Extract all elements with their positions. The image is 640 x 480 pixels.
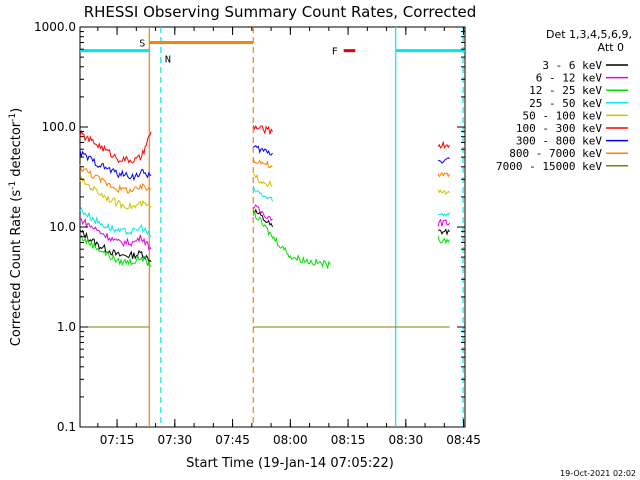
flag-label: F [332, 47, 338, 58]
series-line [252, 124, 273, 135]
series-line [79, 164, 152, 194]
legend-entry-label: 25 - 50 keV [529, 97, 602, 110]
legend-entry-label: 7000 - 15000 keV [496, 160, 602, 173]
x-tick-label: 08:30 [389, 433, 424, 447]
x-tick-label: 08:45 [446, 433, 481, 447]
x-tick-label: 07:15 [100, 433, 135, 447]
legend-entry-label: 50 - 100 keV [523, 109, 603, 122]
series-line [79, 229, 152, 264]
x-tick-label: 07:45 [215, 433, 250, 447]
series-lines [79, 124, 451, 328]
series-line [252, 158, 273, 169]
footer-date: 19-Oct-2021 02:02 [560, 469, 636, 478]
legend-entry-label: 3 - 6 keV [542, 59, 602, 72]
legend-entry-label: 800 - 7000 keV [509, 147, 602, 160]
series-line [437, 236, 451, 245]
y-tick-label: 0.1 [57, 420, 76, 434]
series-line [437, 218, 451, 227]
x-tick-label: 08:15 [331, 433, 366, 447]
x-axis: 07:15 07:30 07:45 08:00 08:15 08:30 08:45 [97, 27, 481, 447]
legend-header: Att 0 [598, 41, 624, 54]
legend-entry-label: 300 - 800 keV [516, 135, 602, 148]
y-tick-label: 1.0 [57, 320, 76, 334]
chart-title: RHESSI Observing Summary Count Rates, Co… [84, 3, 477, 21]
series-line [437, 189, 450, 196]
plot-area: S F N [79, 26, 466, 428]
legend-header: Det 1,3,4,5,6,9, [546, 28, 632, 41]
x-tick-label: 08:00 [273, 433, 308, 447]
x-axis-label: Start Time (19-Jan-14 07:05:22) [186, 456, 394, 471]
series-line [79, 234, 152, 268]
y-axis-label: Corrected Count Rate (s-1 detector-1) [8, 108, 24, 346]
saa-label: N [165, 55, 171, 66]
series-line [252, 208, 273, 228]
series-line [252, 185, 273, 202]
legend-entry-label: 100 - 300 keV [516, 122, 602, 135]
flag-markers: S F N [80, 38, 465, 66]
legend-entry-label: 6 - 12 keV [536, 72, 603, 85]
legend-entry-label: 12 - 25 keV [529, 84, 602, 97]
series-line [79, 129, 152, 164]
series-line [253, 144, 273, 156]
series-line [79, 217, 152, 251]
series-line [252, 204, 273, 222]
series-line [79, 206, 152, 238]
series-line [252, 210, 331, 270]
series-line [79, 175, 152, 210]
series-line [437, 171, 451, 178]
series-line [437, 140, 451, 150]
series-line [437, 228, 450, 236]
series-line [438, 212, 451, 217]
flag-label: S [139, 38, 145, 49]
series-line [253, 173, 273, 188]
y-tick-label: 1000.0 [34, 20, 76, 34]
y-tick-label: 10.0 [49, 220, 76, 234]
series-line [79, 149, 152, 182]
y-tick-label: 100.0 [42, 120, 76, 134]
x-tick-label: 07:30 [158, 433, 193, 447]
series-line [437, 157, 450, 164]
